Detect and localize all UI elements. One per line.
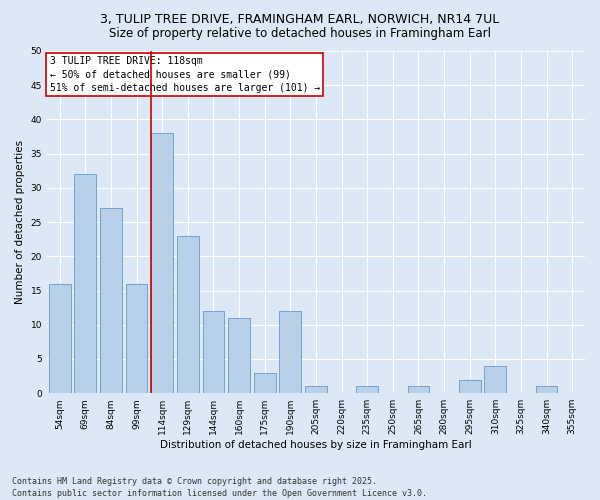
Bar xyxy=(151,133,173,393)
Bar xyxy=(254,372,275,393)
Bar xyxy=(228,318,250,393)
Text: Size of property relative to detached houses in Framingham Earl: Size of property relative to detached ho… xyxy=(109,28,491,40)
X-axis label: Distribution of detached houses by size in Framingham Earl: Distribution of detached houses by size … xyxy=(160,440,472,450)
Bar xyxy=(203,311,224,393)
Text: 3 TULIP TREE DRIVE: 118sqm
← 50% of detached houses are smaller (99)
51% of semi: 3 TULIP TREE DRIVE: 118sqm ← 50% of deta… xyxy=(50,56,320,92)
Bar xyxy=(484,366,506,393)
Bar xyxy=(177,236,199,393)
Bar xyxy=(356,386,378,393)
Bar xyxy=(126,284,148,393)
Bar xyxy=(74,174,96,393)
Bar xyxy=(280,311,301,393)
Text: 3, TULIP TREE DRIVE, FRAMINGHAM EARL, NORWICH, NR14 7UL: 3, TULIP TREE DRIVE, FRAMINGHAM EARL, NO… xyxy=(100,12,500,26)
Bar xyxy=(407,386,430,393)
Bar xyxy=(49,284,71,393)
Text: Contains HM Land Registry data © Crown copyright and database right 2025.
Contai: Contains HM Land Registry data © Crown c… xyxy=(12,478,427,498)
Bar xyxy=(459,380,481,393)
Bar xyxy=(100,208,122,393)
Bar xyxy=(536,386,557,393)
Y-axis label: Number of detached properties: Number of detached properties xyxy=(15,140,25,304)
Bar xyxy=(305,386,327,393)
